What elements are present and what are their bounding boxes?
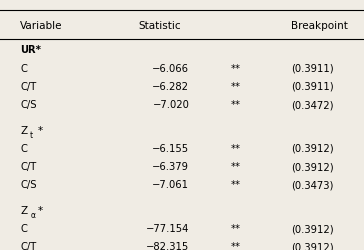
Text: −77.154: −77.154 [146,223,189,233]
Text: C/T: C/T [20,162,36,172]
Text: *: * [38,205,43,215]
Text: −7.020: −7.020 [153,100,189,110]
Text: Breakpoint: Breakpoint [291,21,348,31]
Text: (0.3912): (0.3912) [291,242,334,250]
Text: (0.3473): (0.3473) [291,180,333,190]
Text: C/T: C/T [20,82,36,92]
Text: **: ** [231,223,241,233]
Text: **: ** [231,162,241,172]
Text: Z: Z [20,205,27,215]
Text: (0.3912): (0.3912) [291,162,334,172]
Text: **: ** [231,180,241,190]
Text: **: ** [231,63,241,73]
Text: (0.3911): (0.3911) [291,63,334,73]
Text: **: ** [231,82,241,92]
Text: **: ** [231,143,241,153]
Text: C: C [20,143,27,153]
Text: t: t [30,130,33,139]
Text: α: α [30,210,35,219]
Text: C: C [20,223,27,233]
Text: −6.282: −6.282 [152,82,189,92]
Text: **: ** [231,100,241,110]
Text: (0.3912): (0.3912) [291,143,334,153]
Text: Variable: Variable [20,21,63,31]
Text: C/T: C/T [20,242,36,250]
Text: Z: Z [20,125,27,135]
Text: (0.3472): (0.3472) [291,100,334,110]
Text: (0.3912): (0.3912) [291,223,334,233]
Text: −6.155: −6.155 [152,143,189,153]
Text: *: * [38,125,43,135]
Text: C/S: C/S [20,100,36,110]
Text: −82.315: −82.315 [146,242,189,250]
Text: (0.3911): (0.3911) [291,82,334,92]
Text: −7.061: −7.061 [152,180,189,190]
Text: C: C [20,63,27,73]
Text: −6.066: −6.066 [152,63,189,73]
Text: C/S: C/S [20,180,36,190]
Text: Statistic: Statistic [138,21,181,31]
Text: UR*: UR* [20,45,41,55]
Text: −6.379: −6.379 [152,162,189,172]
Text: **: ** [231,242,241,250]
